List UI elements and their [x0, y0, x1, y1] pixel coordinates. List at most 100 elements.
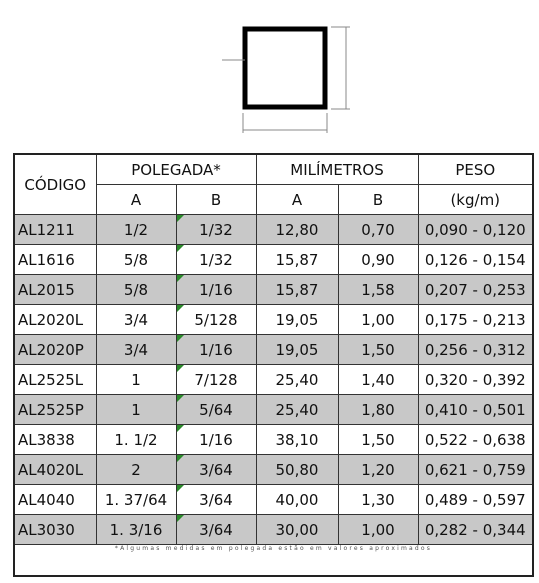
value-cell: 0,522 - 0,638 [417, 424, 534, 455]
value-cell: 1,40 [337, 364, 419, 395]
value-cell: 1,00 [337, 304, 419, 335]
value-cell: 0,70 [337, 214, 419, 245]
subheader-cell: (kg/m) [417, 184, 534, 215]
data-row: AL4020L 2 3/64 50,80 1,20 0,621 - 0,759 [13, 454, 534, 485]
value-cell: 5/8 [95, 244, 177, 275]
value-cell: 5/64 [175, 394, 257, 425]
subheader-cell: B [175, 184, 257, 215]
value-cell: 5/128 [175, 304, 257, 335]
header-row: CÓDIGO POLEGADA* MILÍMETROS PESO [13, 153, 534, 215]
value-cell: 1,50 [337, 334, 419, 365]
value-cell: 19,05 [255, 334, 339, 365]
value-cell: 1/16 [175, 424, 257, 455]
value-cell: 0,90 [337, 244, 419, 275]
spec-table: CÓDIGO POLEGADA* MILÍMETROS PESO A B A B (kg/m) A… [13, 153, 534, 577]
value-cell: 0,489 - 0,597 [417, 484, 534, 515]
data-row: AL2015 5/8 1/16 15,87 1,58 0,207 - 0,253 [13, 274, 534, 305]
value-cell: 0,090 - 0,120 [417, 214, 534, 245]
value-cell: 0,256 - 0,312 [417, 334, 534, 365]
data-row: AL2020P 3/4 1/16 19,05 1,50 0,256 - 0,312 [13, 334, 534, 365]
cell-marker [176, 245, 184, 252]
data-row: AL4040 1. 37/64 3/64 40,00 1,30 0,489 - 0,597 [13, 484, 534, 515]
footnote: *Algumas medidas em polegada estão em va… [13, 544, 534, 577]
value-cell: 1,50 [337, 424, 419, 455]
code-cell: AL2015 [13, 274, 97, 305]
code-cell: AL2525P [13, 394, 97, 425]
profile-diagram [222, 26, 350, 133]
subheader-cell: A [255, 184, 339, 215]
code-cell: AL3838 [13, 424, 97, 455]
code-cell: AL4040 [13, 484, 97, 515]
code-cell: AL4020L [13, 454, 97, 485]
data-row: AL2525L 1 7/128 25,40 1,40 0,320 - 0,392 [13, 364, 534, 395]
value-cell: 38,10 [255, 424, 339, 455]
tube-profile [242, 26, 328, 110]
value-cell: 3/64 [175, 514, 257, 545]
value-cell: 1/16 [175, 274, 257, 305]
value-cell: 5/8 [95, 274, 177, 305]
header-cell: POLEGADA* [95, 153, 257, 185]
code-cell: AL2020P [13, 334, 97, 365]
code-cell: AL1616 [13, 244, 97, 275]
value-cell: 12,80 [255, 214, 339, 245]
value-cell: 30,00 [255, 514, 339, 545]
value-cell: 1,80 [337, 394, 419, 425]
value-cell: 1/32 [175, 214, 257, 245]
subheader-cell: A [95, 184, 177, 215]
cell-marker [176, 275, 184, 282]
code-cell: AL2020L [13, 304, 97, 335]
value-cell: 1 [95, 394, 177, 425]
value-cell: 1,00 [337, 514, 419, 545]
subheader-cell: B [337, 184, 419, 215]
value-cell: 0,126 - 0,154 [417, 244, 534, 275]
code-cell: AL1211 [13, 214, 97, 245]
value-cell: 3/64 [175, 454, 257, 485]
code-cell: AL3030 [13, 514, 97, 545]
value-cell: 1. 1/2 [95, 424, 177, 455]
data-row: AL1616 5/8 1/32 15,87 0,90 0,126 - 0,154 [13, 244, 534, 275]
cell-marker [176, 395, 184, 402]
value-cell: 40,00 [255, 484, 339, 515]
cell-marker [176, 215, 184, 222]
data-row: AL3838 1. 1/2 1/16 38,10 1,50 0,522 - 0,638 [13, 424, 534, 455]
value-cell: 1 [95, 364, 177, 395]
value-cell: 1. 37/64 [95, 484, 177, 515]
cell-marker [176, 485, 184, 492]
cell-marker [176, 455, 184, 462]
value-cell: 0,410 - 0,501 [417, 394, 534, 425]
value-cell: 1,20 [337, 454, 419, 485]
value-cell: 25,40 [255, 364, 339, 395]
data-row: AL3030 1. 3/16 3/64 30,00 1,00 0,282 - 0,344 [13, 514, 534, 545]
value-cell: 0,320 - 0,392 [417, 364, 534, 395]
value-cell: 15,87 [255, 244, 339, 275]
cell-marker [176, 335, 184, 342]
value-cell: 0,621 - 0,759 [417, 454, 534, 485]
value-cell: 2 [95, 454, 177, 485]
header-cell: CÓDIGO [13, 153, 97, 215]
value-cell: 1/32 [175, 244, 257, 275]
code-cell: AL2525L [13, 364, 97, 395]
header-cell: MILÍMETROS [255, 153, 419, 185]
value-cell: 1/16 [175, 334, 257, 365]
header-cell: PESO [417, 153, 534, 185]
cell-marker [176, 365, 184, 372]
data-row: AL2525P 1 5/64 25,40 1,80 0,410 - 0,501 [13, 394, 534, 425]
value-cell: 7/128 [175, 364, 257, 395]
data-row: AL2020L 3/4 5/128 19,05 1,00 0,175 - 0,213 [13, 304, 534, 335]
footnote-row: *Algumas medidas em polegada estão em va… [13, 544, 534, 577]
value-cell: 3/4 [95, 334, 177, 365]
cell-marker [176, 515, 184, 522]
value-cell: 50,80 [255, 454, 339, 485]
value-cell: 1,58 [337, 274, 419, 305]
cell-marker [176, 305, 184, 312]
value-cell: 3/64 [175, 484, 257, 515]
value-cell: 19,05 [255, 304, 339, 335]
value-cell: 1. 3/16 [95, 514, 177, 545]
value-cell: 15,87 [255, 274, 339, 305]
value-cell: 0,282 - 0,344 [417, 514, 534, 545]
value-cell: 0,207 - 0,253 [417, 274, 534, 305]
value-cell: 3/4 [95, 304, 177, 335]
value-cell: 0,175 - 0,213 [417, 304, 534, 335]
value-cell: 1,30 [337, 484, 419, 515]
